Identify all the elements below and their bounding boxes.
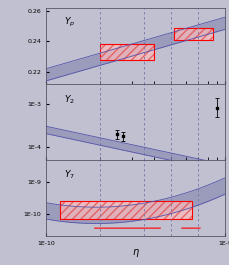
Bar bbox=[100, 45, 153, 60]
Text: $Y_7$: $Y_7$ bbox=[64, 169, 75, 182]
Bar bbox=[174, 28, 212, 40]
Bar bbox=[60, 201, 191, 219]
Text: $Y_p$: $Y_p$ bbox=[64, 16, 75, 29]
X-axis label: $\eta$: $\eta$ bbox=[131, 247, 139, 259]
Text: $Y_2$: $Y_2$ bbox=[64, 93, 74, 105]
